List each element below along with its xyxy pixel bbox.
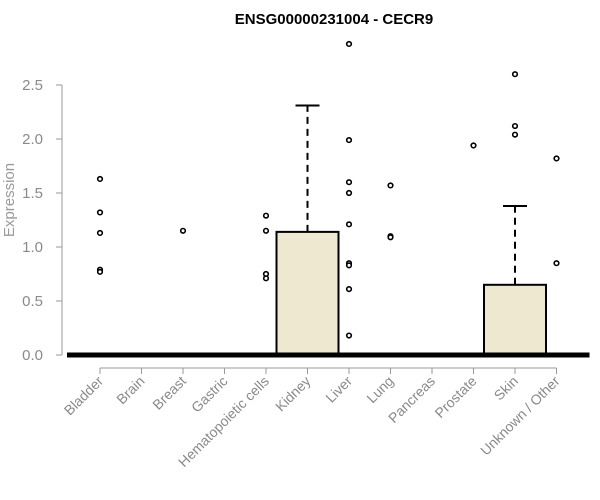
outlier-point: [511, 131, 519, 138]
box-group: [67, 175, 133, 358]
x-tick-label: Prostate: [431, 373, 479, 421]
outlier-point: [262, 212, 270, 219]
y-axis: 0.0 0.5 1.0 1.5 2.0 2.5: [22, 77, 63, 364]
y-tick-label: 2.5: [22, 77, 43, 94]
x-tick-label: Bladder: [61, 373, 107, 419]
outlier-point: [179, 227, 187, 234]
outlier-point: [96, 229, 104, 237]
x-tick-label: Breast: [149, 373, 189, 413]
x-tick-label: Brain: [113, 373, 147, 407]
box-group: [482, 71, 548, 358]
outlier-point: [470, 142, 477, 149]
outlier-point: [387, 182, 394, 189]
outlier-point: [345, 262, 353, 269]
box-group: [274, 104, 341, 358]
box-group: [523, 155, 590, 358]
outlier-point: [511, 122, 519, 130]
x-tick-label: Liver: [322, 373, 355, 406]
outlier-point: [96, 209, 104, 216]
x-tick-label: Skin: [491, 373, 522, 404]
outlier-point: [345, 189, 353, 197]
outlier-point: [345, 286, 353, 293]
box-rect: [275, 230, 340, 357]
y-tick-label: 0.0: [22, 347, 43, 364]
y-tick-label: 1.0: [22, 239, 43, 256]
x-tick-label: Unknown / Other: [477, 373, 563, 459]
y-axis-label: Expression: [1, 163, 18, 237]
outlier-point: [387, 234, 394, 241]
outlier-point: [553, 260, 560, 267]
outlier-point: [96, 268, 104, 275]
plot-area: [67, 40, 590, 358]
outlier-point: [345, 332, 353, 339]
outlier-point: [345, 221, 353, 228]
box-group: [357, 182, 424, 358]
outlier-point: [262, 227, 270, 234]
y-tick-label: 0.5: [22, 293, 43, 310]
outlier-point: [345, 136, 353, 144]
box-group: [150, 227, 216, 358]
outlier-point: [345, 40, 353, 48]
outlier-point: [262, 275, 270, 282]
x-tick-label: Kidney: [272, 373, 314, 415]
outlier-point: [345, 179, 353, 186]
outlier-point: [96, 175, 104, 183]
outlier-point: [553, 155, 560, 162]
outlier-point: [511, 71, 519, 78]
chart-title: ENSG00000231004 - CECR9: [235, 11, 433, 28]
y-tick-label: 2.0: [22, 131, 43, 148]
x-tick-label: Lung: [363, 373, 396, 406]
box-rect: [483, 283, 547, 356]
y-tick-label: 1.5: [22, 185, 43, 202]
